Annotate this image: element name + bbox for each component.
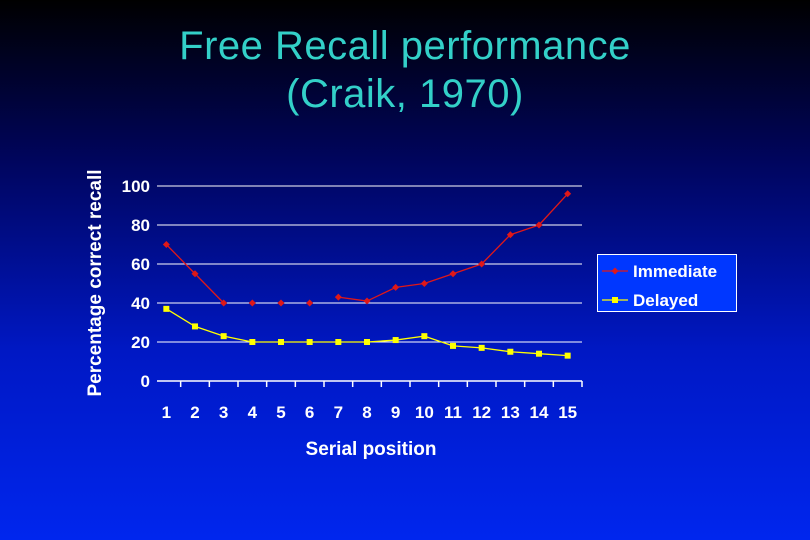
- chart-legend: Immediate Delayed: [597, 254, 737, 312]
- series-line-segment: [165, 308, 196, 327]
- y-tick-label: 0: [141, 372, 150, 391]
- x-tick-label: 1: [162, 403, 171, 422]
- series-line-segment: [481, 347, 511, 353]
- x-axis: 1 2 3 4 5 6 7 8 9 10 11 12 13 14 15: [157, 380, 583, 422]
- data-point: [507, 348, 514, 355]
- legend-items: Immediate Delayed: [602, 262, 717, 310]
- data-point: [248, 299, 256, 307]
- x-tick-label: 6: [305, 403, 314, 422]
- y-tick-labels: 0 20 40 60 80 100: [122, 177, 150, 391]
- slide-title-line1: Free Recall performance: [179, 24, 631, 68]
- x-tick-label: 7: [334, 403, 343, 422]
- series-immediate: [162, 190, 572, 307]
- y-tick-label: 60: [131, 255, 150, 274]
- data-point: [306, 299, 314, 307]
- series-line-segment: [424, 273, 454, 285]
- y-axis-label: Percentage correct recall: [85, 169, 106, 396]
- data-point: [478, 344, 485, 351]
- x-tick-label: 15: [558, 403, 577, 422]
- y-tick-label: 20: [131, 333, 150, 352]
- slide-title-line2: (Craik, 1970): [286, 72, 524, 116]
- legend-item-delayed: Delayed: [602, 291, 698, 310]
- gridlines: [157, 185, 582, 343]
- data-point: [536, 350, 542, 357]
- x-tick-label: 11: [444, 403, 462, 422]
- data-point: [220, 299, 228, 307]
- series-line-segment: [223, 335, 253, 343]
- y-tick-label: 100: [122, 177, 150, 196]
- data-point: [363, 297, 371, 305]
- series-line-segment: [395, 282, 425, 289]
- series-line-segment: [452, 345, 482, 349]
- x-tick-label: 4: [248, 403, 258, 422]
- data-point: [449, 270, 457, 278]
- series-line-segment: [366, 339, 396, 343]
- x-tick-label: 3: [219, 403, 228, 422]
- series-line-segment: [395, 335, 425, 341]
- x-tick-label: 14: [530, 403, 549, 422]
- y-tick-label: 40: [131, 294, 150, 313]
- series-line-segment: [194, 273, 225, 304]
- data-point: [392, 337, 399, 344]
- x-tick-label: 2: [190, 403, 199, 422]
- series-line-segment: [510, 224, 540, 236]
- data-point: [192, 323, 198, 330]
- legend-label: Delayed: [633, 291, 698, 310]
- data-point: [564, 352, 571, 359]
- series-line-segment: [538, 353, 568, 357]
- x-tick-label: 9: [391, 403, 400, 422]
- x-axis-label: Serial position: [306, 439, 437, 460]
- x-tick-label: 13: [501, 403, 520, 422]
- data-point: [334, 293, 342, 301]
- data-point: [364, 339, 370, 345]
- series-line-segment: [481, 234, 511, 265]
- data-point: [306, 339, 313, 345]
- slide-title: Free Recall performance (Craik, 1970): [0, 22, 810, 118]
- legend-label: Immediate: [633, 262, 717, 281]
- legend-marker: [612, 297, 618, 303]
- data-point: [506, 231, 514, 239]
- data-point: [249, 339, 256, 345]
- data-point: [450, 342, 456, 349]
- x-tick-label: 8: [362, 403, 371, 422]
- data-point: [277, 299, 285, 307]
- legend-item-immediate: Immediate: [602, 262, 717, 281]
- data-point: [278, 339, 284, 345]
- series-delayed: [163, 305, 571, 359]
- series-line-segment: [338, 296, 368, 302]
- legend-marker: [611, 267, 619, 275]
- data-point: [421, 333, 428, 340]
- data-point: [191, 270, 199, 278]
- series-line-segment: [366, 286, 396, 302]
- series-line-segment: [510, 351, 540, 355]
- data-point: [420, 280, 428, 287]
- data-point: [478, 260, 486, 268]
- series-line-segment: [165, 244, 196, 275]
- x-tick-label: 12: [472, 403, 491, 422]
- data-point: [392, 283, 400, 291]
- series-line-segment: [452, 263, 482, 275]
- series-layer: [162, 190, 572, 359]
- data-point: [335, 339, 342, 345]
- data-point: [535, 221, 543, 229]
- y-tick-label: 80: [131, 216, 150, 235]
- data-point: [163, 305, 170, 312]
- data-point: [564, 190, 572, 198]
- data-point: [162, 241, 170, 248]
- series-line-segment: [424, 335, 454, 347]
- series-line-segment: [194, 325, 224, 337]
- x-tick-label: 5: [276, 403, 285, 422]
- x-tick-label: 10: [415, 403, 434, 422]
- series-line-segment: [538, 193, 569, 226]
- data-point: [220, 333, 227, 340]
